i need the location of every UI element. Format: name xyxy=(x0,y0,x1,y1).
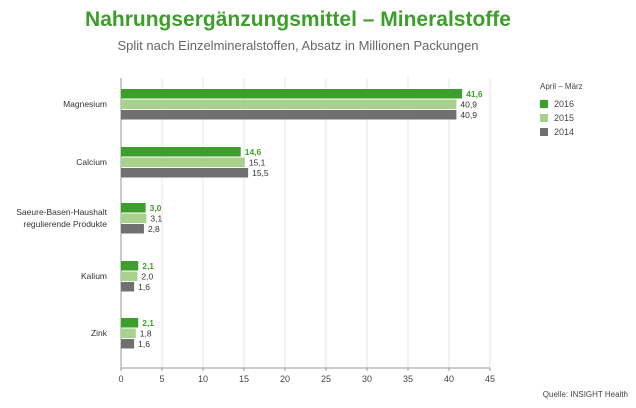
category-label: Zink xyxy=(91,328,108,338)
legend-title: April – März xyxy=(540,82,583,91)
legend-swatch-2015 xyxy=(540,114,548,122)
x-tick-label: 5 xyxy=(159,374,164,384)
category-label: regulierende Produkte xyxy=(23,219,107,229)
bar-2015 xyxy=(121,157,245,167)
legend-swatch-2016 xyxy=(540,100,548,108)
chart-title: Nahrungsergänzungsmittel – Mineralstoffe xyxy=(85,8,511,31)
legend-item-2015: 2015 xyxy=(540,112,574,124)
x-tick-label: 0 xyxy=(118,374,123,384)
value-label-2015: 15,1 xyxy=(249,158,266,168)
bar-2016 xyxy=(121,203,146,213)
value-label-2014: 1,6 xyxy=(138,282,150,292)
value-label-2016: 41,6 xyxy=(466,89,483,99)
bar-2016 xyxy=(121,89,463,99)
bar-2016 xyxy=(121,147,241,157)
legend-swatch-2014 xyxy=(540,128,548,136)
x-tick-label: 25 xyxy=(321,374,331,384)
bar-2014 xyxy=(121,224,144,234)
bar-2014 xyxy=(121,282,135,292)
x-tick-label: 20 xyxy=(280,374,290,384)
bar-2014 xyxy=(121,110,457,120)
value-label-2014: 2,8 xyxy=(148,224,160,234)
category-label: Kalium xyxy=(81,271,107,281)
legend-label-2015: 2015 xyxy=(554,113,575,123)
x-tick-label: 30 xyxy=(362,374,372,384)
legend-item-2014: 2014 xyxy=(540,126,574,138)
bar-2014 xyxy=(121,339,135,349)
x-tick-label: 15 xyxy=(239,374,249,384)
x-tick-label: 10 xyxy=(198,374,208,384)
bar-2014 xyxy=(121,168,249,178)
category-label: Calcium xyxy=(76,157,107,167)
x-tick-label: 45 xyxy=(485,374,495,384)
value-label-2015: 1,8 xyxy=(140,329,152,339)
chart-subtitle: Split nach Einzelmineralstoffen, Absatz … xyxy=(117,38,479,53)
category-label: Saeure-Basen-Haushalt xyxy=(16,207,107,217)
legend-label-2016: 2016 xyxy=(554,99,575,109)
bar-2015 xyxy=(121,271,138,281)
value-label-2015: 40,9 xyxy=(460,100,477,110)
legend-item-2016: 2016 xyxy=(540,98,574,110)
bar-2015 xyxy=(121,213,147,223)
x-tick-label: 40 xyxy=(444,374,454,384)
value-label-2014: 1,6 xyxy=(138,339,150,349)
bar-2015 xyxy=(121,99,457,109)
bar-2015 xyxy=(121,328,136,338)
bar-2016 xyxy=(121,261,139,271)
value-label-2015: 3,1 xyxy=(150,214,162,224)
value-label-2016: 2,1 xyxy=(142,261,154,271)
bar-2016 xyxy=(121,318,139,328)
legend-label-2014: 2014 xyxy=(554,127,575,137)
value-label-2016: 2,1 xyxy=(142,318,154,328)
value-label-2014: 15,5 xyxy=(252,168,269,178)
value-label-2016: 14,6 xyxy=(245,147,262,157)
value-label-2016: 3,0 xyxy=(150,203,162,213)
value-label-2015: 2,0 xyxy=(141,272,153,282)
category-label: Magnesium xyxy=(63,99,107,109)
value-label-2014: 40,9 xyxy=(460,110,477,120)
source-note: Quelle: INSIGHT Health xyxy=(542,390,628,399)
x-tick-label: 35 xyxy=(403,374,413,384)
